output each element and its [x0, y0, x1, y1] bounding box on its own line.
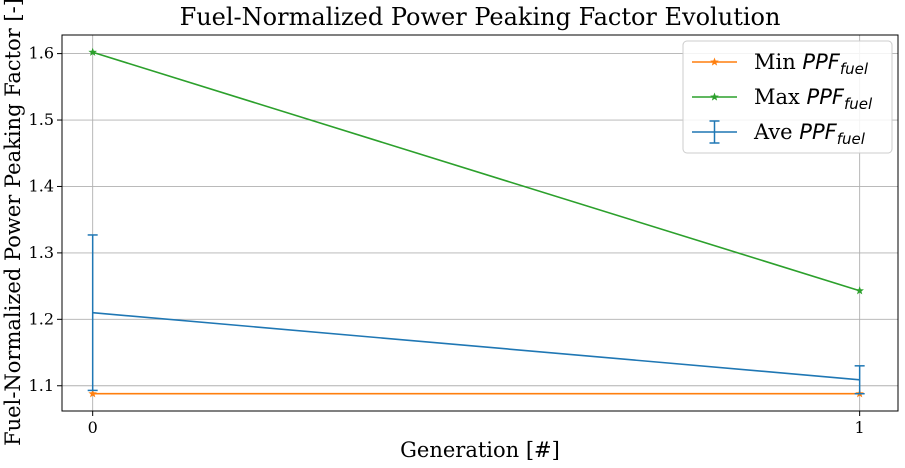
legend: Min PPFfuel Max PPFfuel Ave PPFfuel: [682, 40, 893, 154]
legend-marker: [710, 57, 719, 66]
data-point: [88, 47, 97, 56]
grid: [62, 35, 898, 411]
legend-marker: [710, 92, 719, 101]
plot-area: [61, 34, 899, 412]
legend-box: [682, 40, 893, 154]
y-axis-label: Fuel-Normalized Power Peaking Factor [-]: [1, 0, 25, 446]
y-tick-label: 1.5: [29, 110, 54, 129]
series-line: [92, 311, 860, 381]
legend-label: Max PPFfuel: [754, 85, 873, 113]
legend-label: Ave PPFfuel: [753, 120, 866, 148]
y-tick-label: 1.1: [29, 376, 54, 395]
y-tick-label: 1.6: [29, 44, 54, 63]
x-tick-label: 0: [88, 418, 98, 437]
series-layer: [87, 47, 865, 398]
x-axis-label: Generation [#]: [400, 438, 560, 462]
y-tick-label: 1.2: [29, 309, 54, 328]
y-tick-label: 1.3: [29, 243, 54, 262]
chart-title: Fuel-Normalized Power Peaking Factor Evo…: [180, 3, 781, 31]
data-point: [88, 389, 97, 398]
series-line: [92, 51, 860, 292]
x-tick-label: 1: [855, 418, 865, 437]
y-tick-label: 1.4: [29, 176, 54, 195]
axis-ticks: 0 1 1.1 1.2 1.3 1.4 1.5 1.6: [29, 44, 865, 437]
data-point: [855, 286, 864, 295]
legend-label: Min PPFfuel: [754, 50, 869, 78]
